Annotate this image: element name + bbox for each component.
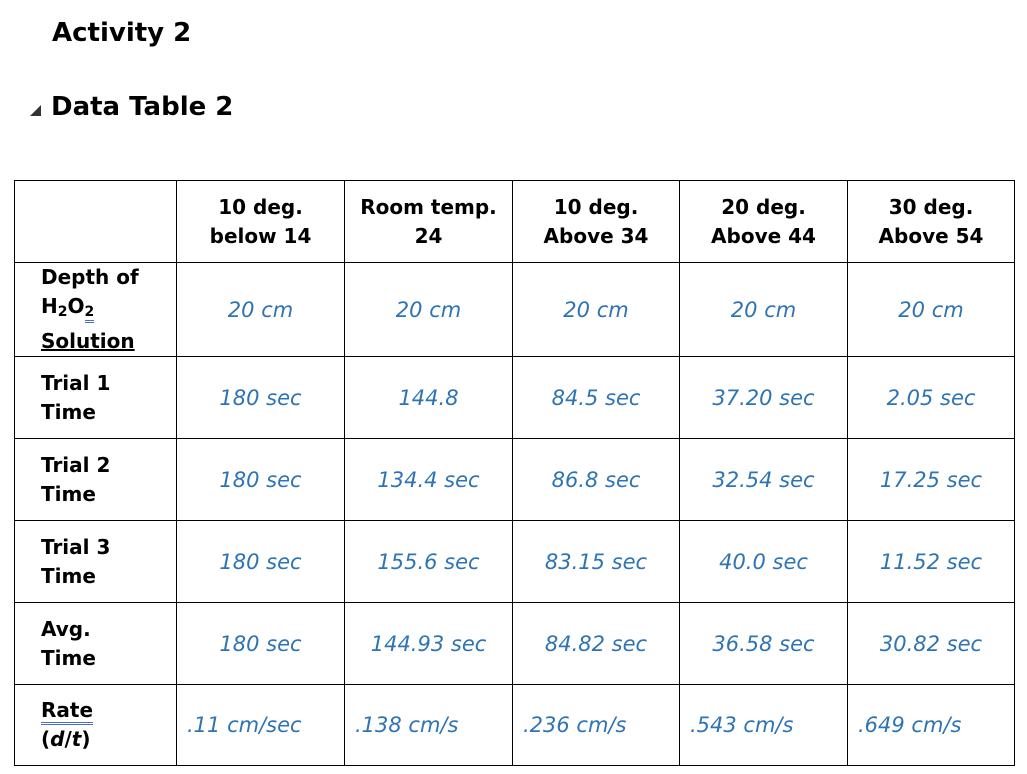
table-cell[interactable]: 180 sec <box>176 438 345 521</box>
column-header: 10 deg. below 14 <box>176 180 345 263</box>
column-header: 10 deg. Above 34 <box>512 180 680 263</box>
table-cell[interactable]: 180 sec <box>176 356 345 439</box>
data-table-heading[interactable]: Data Table 2 <box>30 92 233 122</box>
column-header-line1: 30 deg. <box>888 194 974 219</box>
table-cell[interactable]: 20 cm <box>344 262 513 357</box>
table-cell[interactable]: 17.25 sec <box>847 438 1015 521</box>
row-label-trial3: Trial 3 Time <box>14 520 177 603</box>
table-row-trial1: Trial 1 Time 180 sec 144.8 84.5 sec 37.20… <box>14 356 1015 439</box>
table-cell[interactable]: .11 cm/sec <box>176 684 345 766</box>
table-row-depth: Depth of H2O2 Solution 20 cm 20 cm 20 cm… <box>14 262 1015 357</box>
table-row-rate: Rate (d/t) .11 cm/sec .138 cm/s .236 cm/… <box>14 684 1015 766</box>
table-cell[interactable]: 30.82 sec <box>847 602 1015 685</box>
row-label-rate: Rate (d/t) <box>14 684 177 766</box>
table-cell[interactable]: 180 sec <box>176 520 345 603</box>
table-cell[interactable]: 2.05 sec <box>847 356 1015 439</box>
activity-heading: Activity 2 <box>52 18 192 48</box>
table-cell[interactable]: 40.0 sec <box>679 520 848 603</box>
table-cell[interactable]: 20 cm <box>176 262 345 357</box>
column-header-line1: Room temp. <box>360 194 497 219</box>
table-cell[interactable]: 32.54 sec <box>679 438 848 521</box>
column-header: 30 deg. Above 54 <box>847 180 1015 263</box>
column-header-line2: Above 54 <box>878 223 984 248</box>
column-header-line2: 24 <box>414 223 443 248</box>
table-cell[interactable]: .138 cm/s <box>344 684 513 766</box>
header-row: 10 deg. below 14 Room temp. 24 10 deg. Abov… <box>14 180 1015 263</box>
row-label-trial1: Trial 1 Time <box>14 356 177 439</box>
row-label-avg: Avg. Time <box>14 602 177 685</box>
table-cell[interactable]: 37.20 sec <box>679 356 848 439</box>
row-label-trial2: Trial 2 Time <box>14 438 177 521</box>
collapse-triangle-icon[interactable] <box>30 104 41 116</box>
column-header: 20 deg. Above 44 <box>679 180 848 263</box>
column-header-line1: 10 deg. <box>218 194 303 219</box>
table-cell[interactable]: 180 sec <box>176 602 345 685</box>
row-label-depth: Depth of H2O2 Solution <box>14 262 177 357</box>
table-cell[interactable]: .236 cm/s <box>512 684 680 766</box>
table-cell[interactable]: 20 cm <box>679 262 848 357</box>
column-header-line2: Above 34 <box>543 223 649 248</box>
column-header: Room temp. 24 <box>344 180 513 263</box>
table-cell[interactable]: 144.93 sec <box>344 602 513 685</box>
table-cell[interactable]: 11.52 sec <box>847 520 1015 603</box>
table-cell[interactable]: 36.58 sec <box>679 602 848 685</box>
table-cell[interactable]: 84.82 sec <box>512 602 680 685</box>
table-cell[interactable]: 86.8 sec <box>512 438 680 521</box>
table-row-avg: Avg. Time 180 sec 144.93 sec 84.82 sec 36… <box>14 602 1015 685</box>
table-row-trial2: Trial 2 Time 180 sec 134.4 sec 86.8 sec 3… <box>14 438 1015 521</box>
data-table-heading-text: Data Table 2 <box>51 92 234 122</box>
table-cell[interactable]: 20 cm <box>512 262 680 357</box>
table-cell[interactable]: 84.5 sec <box>512 356 680 439</box>
column-header-line2: Above 44 <box>711 223 816 248</box>
column-header-line1: 10 deg. <box>553 194 639 219</box>
table-cell[interactable]: 20 cm <box>847 262 1015 357</box>
data-table: 10 deg. below 14 Room temp. 24 10 deg. Abov… <box>14 180 1015 766</box>
table-cell[interactable]: .649 cm/s <box>847 684 1015 766</box>
corner-cell <box>14 180 177 263</box>
table-cell[interactable]: .543 cm/s <box>679 684 848 766</box>
table-cell[interactable]: 134.4 sec <box>344 438 513 521</box>
table-cell[interactable]: 155.6 sec <box>344 520 513 603</box>
table-row-trial3: Trial 3 Time 180 sec 155.6 sec 83.15 sec … <box>14 520 1015 603</box>
table-cell[interactable]: 144.8 <box>344 356 513 439</box>
table-cell[interactable]: 83.15 sec <box>512 520 680 603</box>
column-header-line2: below 14 <box>209 223 312 248</box>
column-header-line1: 20 deg. <box>721 194 806 219</box>
